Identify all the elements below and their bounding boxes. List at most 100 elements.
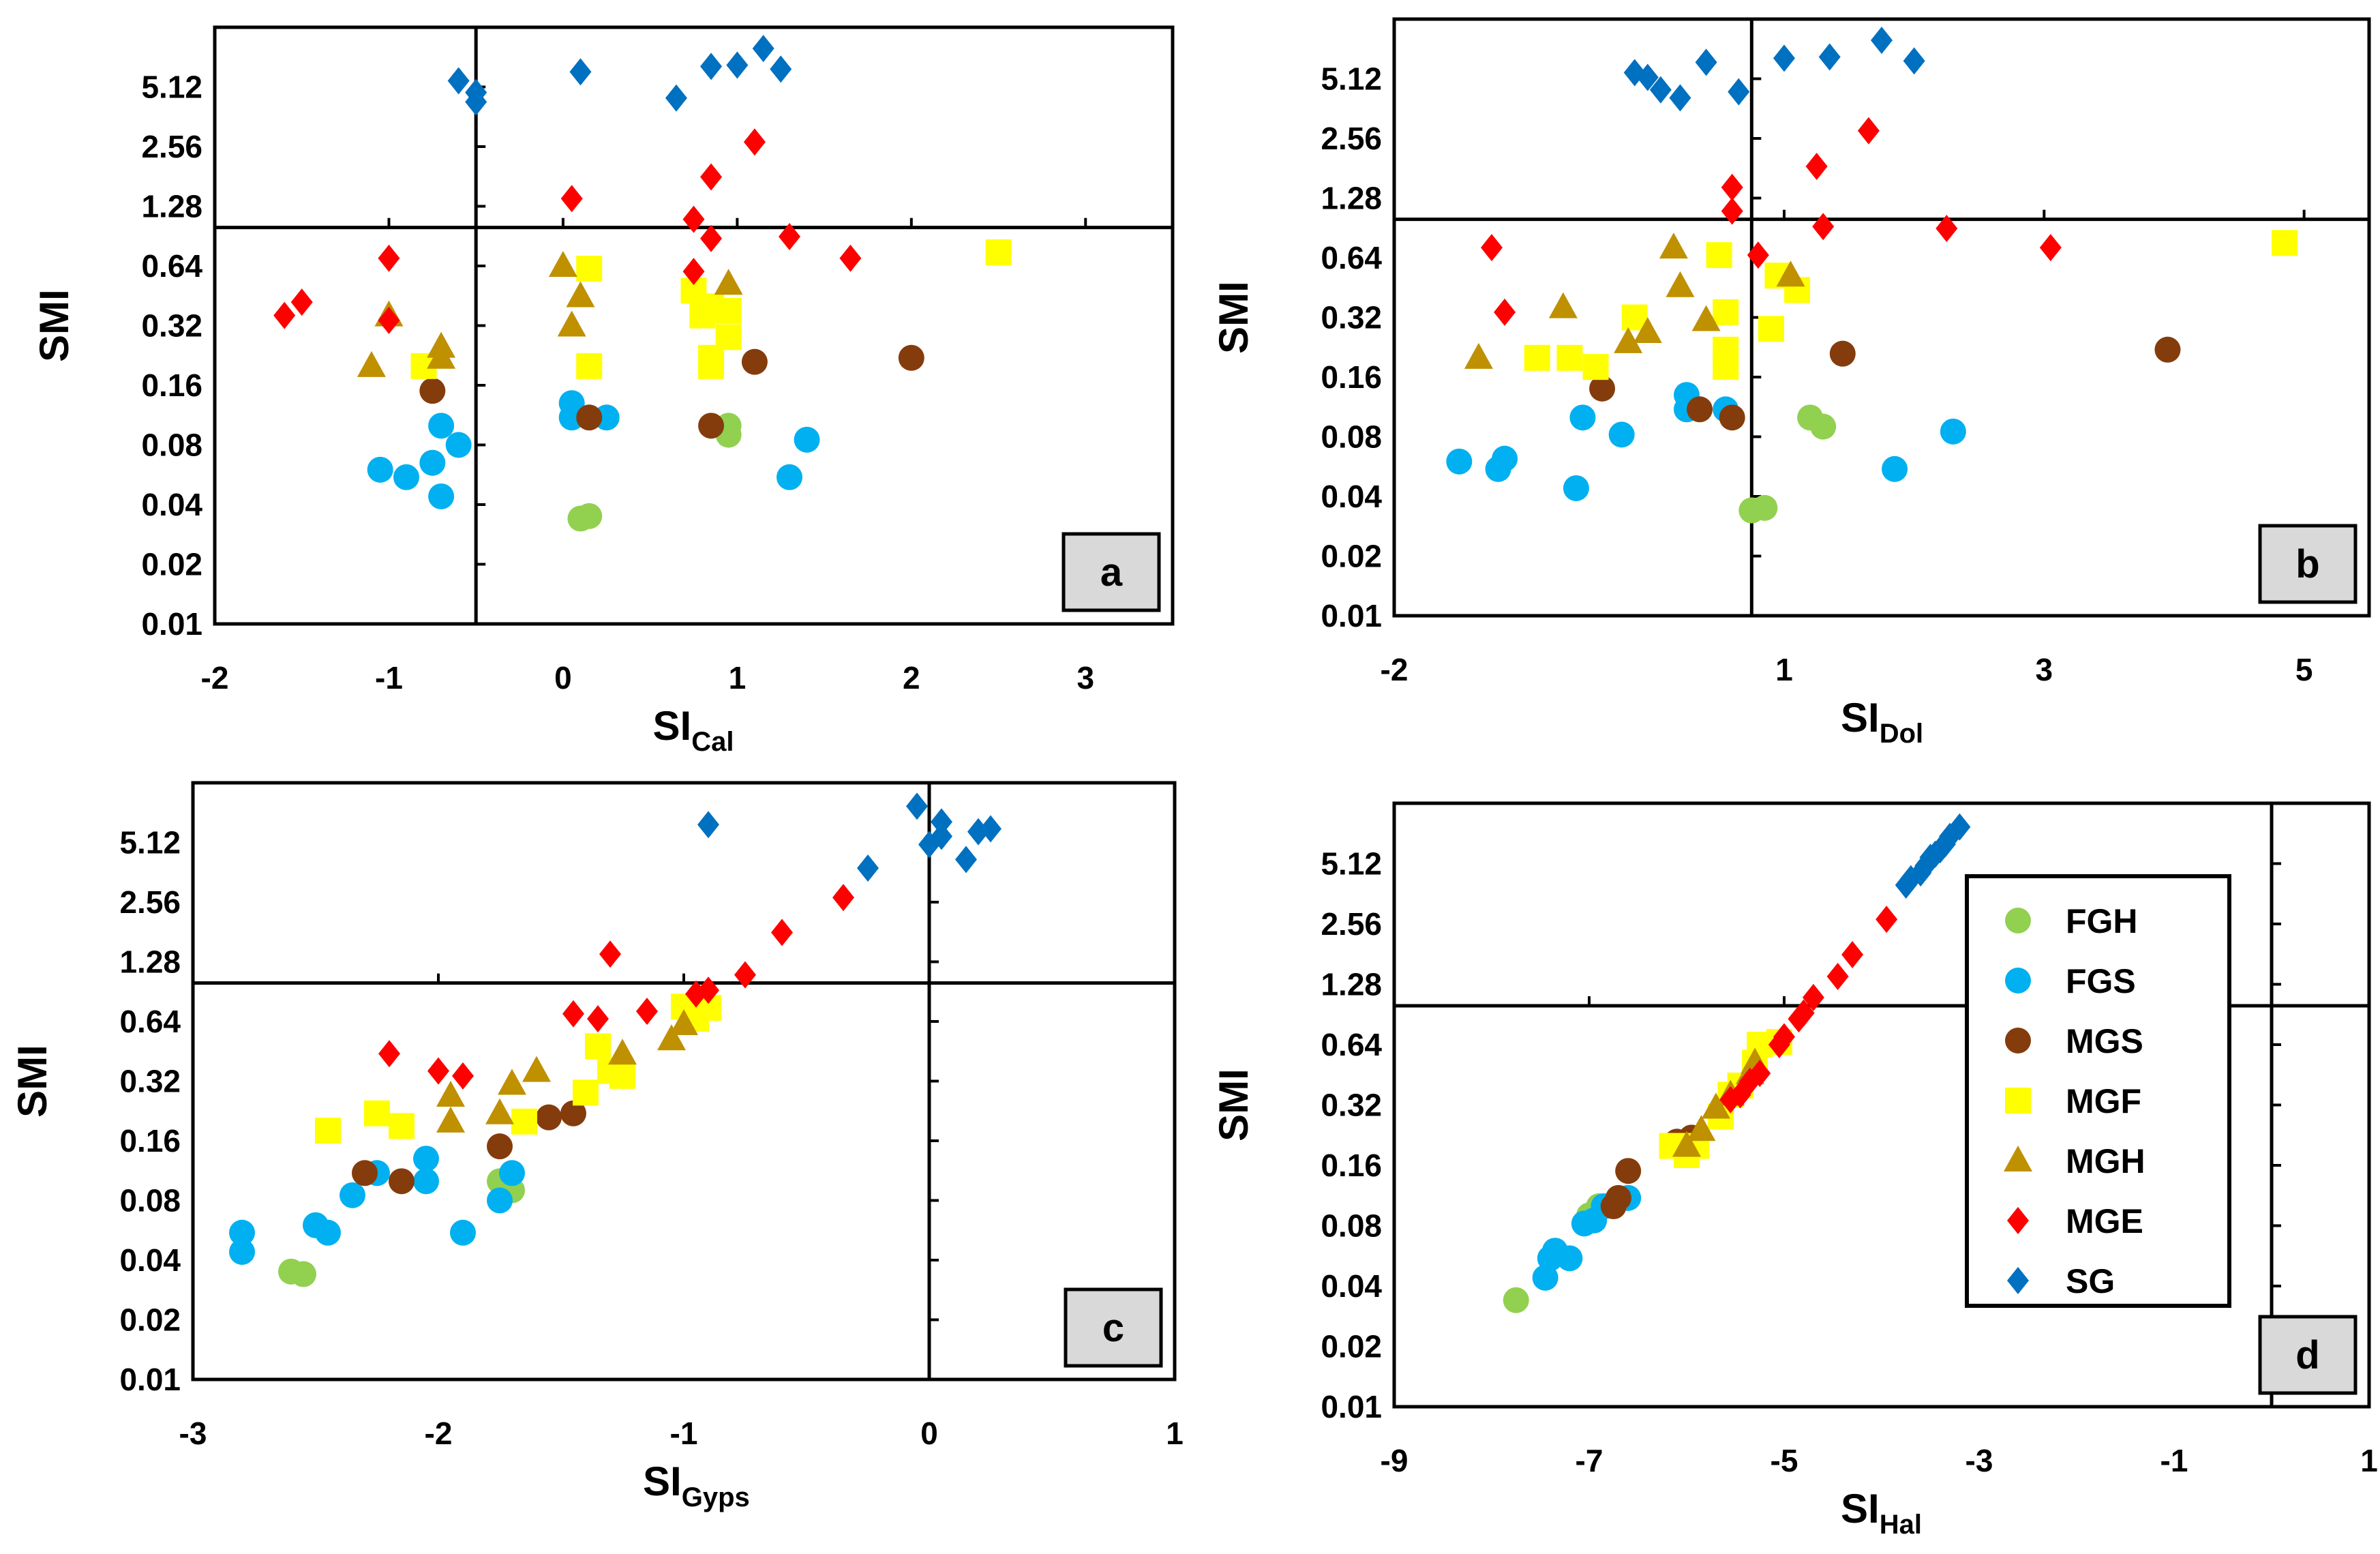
data-point-mge xyxy=(1747,241,1769,269)
y-tick-label: 0.02 xyxy=(119,1302,181,1338)
y-tick-label: 0.64 xyxy=(141,248,202,284)
data-point-mge xyxy=(562,1000,584,1028)
x-tick-label: -7 xyxy=(1576,1443,1603,1478)
data-point-sg xyxy=(857,854,879,882)
data-point-mgs xyxy=(576,404,603,431)
data-point-fgs xyxy=(1940,418,1966,445)
series-mgf xyxy=(1524,230,2298,380)
data-point-mgf xyxy=(1713,299,1739,325)
data-point-mgs xyxy=(1615,1158,1642,1184)
y-tick-label: 0.02 xyxy=(1321,539,1382,574)
data-point-mgh xyxy=(1776,260,1805,287)
series-mge xyxy=(1481,117,2062,326)
y-tick-label: 2.56 xyxy=(1321,121,1382,156)
data-point-mgh xyxy=(566,281,595,308)
x-tick-label: -1 xyxy=(375,660,403,696)
data-point-mge xyxy=(1721,173,1743,201)
data-point-fgs xyxy=(428,413,455,439)
data-point-mgh xyxy=(714,269,743,295)
x-tick-label: 2 xyxy=(903,660,920,696)
y-tick-label: 0.04 xyxy=(119,1242,181,1278)
data-point-mge xyxy=(734,961,756,989)
y-tick-label: 0.01 xyxy=(119,1362,181,1397)
data-point-fgh xyxy=(1503,1287,1529,1313)
legend: FGH FGS MGS MGF MGH MGE SG xyxy=(1965,874,2231,1308)
y-tick-label: 0.01 xyxy=(1321,1389,1382,1424)
data-point-sg xyxy=(665,84,687,112)
x-tick-label: -3 xyxy=(179,1416,207,1451)
x-tick-label: -5 xyxy=(1771,1443,1798,1478)
data-point-mgh xyxy=(669,1009,698,1036)
x-axis-title: SICal xyxy=(653,703,734,757)
data-point-mge xyxy=(743,128,766,156)
y-tick-label: 0.01 xyxy=(141,606,202,642)
data-point-mgh xyxy=(1548,292,1578,318)
x-axis-title: SIHal xyxy=(1841,1486,1922,1540)
data-point-mgf xyxy=(364,1100,390,1126)
data-point-mge xyxy=(1481,234,1503,262)
data-point-mge xyxy=(1802,983,1824,1011)
data-point-mge xyxy=(636,998,658,1026)
y-tick-label: 0.04 xyxy=(1321,1268,1382,1304)
data-point-sg xyxy=(465,88,487,116)
plot-frame xyxy=(1392,801,2371,1409)
data-point-sg xyxy=(752,35,774,63)
data-point-mgs xyxy=(536,1104,562,1131)
data-point-fgs xyxy=(413,1168,439,1195)
y-tick-label: 0.16 xyxy=(141,368,202,403)
data-point-sg xyxy=(1818,43,1841,71)
data-point-mge xyxy=(378,306,400,334)
legend-label-sg: SG xyxy=(2066,1262,2115,1300)
data-point-fgs xyxy=(315,1219,341,1246)
legend-label-mgs: MGS xyxy=(2066,1022,2143,1060)
data-point-sg xyxy=(1903,47,1925,75)
data-point-mgf xyxy=(511,1108,537,1135)
data-point-mge xyxy=(273,301,296,329)
data-point-mgh xyxy=(498,1069,526,1095)
x-tick-label: 0 xyxy=(920,1416,938,1451)
x-tick-label: 1 xyxy=(1166,1416,1184,1451)
x-axis-title-main: SI xyxy=(1841,695,1880,741)
data-point-mgs xyxy=(2154,336,2181,363)
data-point-mgh xyxy=(1614,327,1643,353)
panel-c: 0.01 0.02 0.04 0.08 0.16 0.32 0.64 1.28 2.56 5.12… xyxy=(10,781,1184,1512)
x-tick-label: 3 xyxy=(2036,652,2053,687)
data-point-mge xyxy=(832,884,854,912)
series-sg xyxy=(1895,813,1971,899)
panel-tag-label: c xyxy=(1102,1306,1124,1350)
panel-tag-label: d xyxy=(2295,1333,2319,1377)
series-sg xyxy=(1623,27,1925,112)
data-point-mge xyxy=(839,244,862,272)
data-point-mgs xyxy=(1589,375,1616,402)
x-tick-label: -2 xyxy=(201,660,229,696)
data-point-mgh xyxy=(522,1056,551,1082)
x-tick-label: 0 xyxy=(554,660,572,696)
data-point-fgs xyxy=(1608,421,1635,448)
data-point-fgs xyxy=(340,1182,365,1208)
data-point-mgh xyxy=(436,1080,465,1107)
panel-tag-label: b xyxy=(2295,542,2319,586)
data-point-mgh xyxy=(427,342,456,369)
series-mge xyxy=(378,884,854,1090)
data-point-mgs xyxy=(1719,404,1745,431)
y-tick-label: 0.02 xyxy=(1321,1329,1382,1364)
data-point-fgs xyxy=(1532,1264,1558,1291)
data-point-mge xyxy=(1749,1060,1771,1088)
data-point-mgs xyxy=(352,1160,378,1186)
y-tick-label: 1.28 xyxy=(1321,967,1382,1002)
data-point-mgf xyxy=(715,297,742,324)
data-point-mge xyxy=(1805,153,1828,181)
data-point-mge xyxy=(378,244,400,272)
data-point-mgh xyxy=(1659,233,1688,259)
y-tick-label: 0.64 xyxy=(1321,1027,1382,1062)
data-point-mgh xyxy=(657,1024,686,1051)
data-point-mge xyxy=(697,976,719,1004)
data-point-mgh xyxy=(1666,271,1695,297)
series-mgf xyxy=(315,993,721,1144)
panel-d: 0.01 0.02 0.04 0.08 0.16 0.32 0.64 1.28 2.56 5.12… xyxy=(1211,801,2378,1540)
data-point-mgf xyxy=(576,353,603,379)
y-axis-title: SMI xyxy=(1211,1069,1256,1141)
data-point-fgs xyxy=(487,1187,513,1214)
data-point-sg xyxy=(1948,813,1971,841)
series-fgh xyxy=(1738,404,1837,524)
